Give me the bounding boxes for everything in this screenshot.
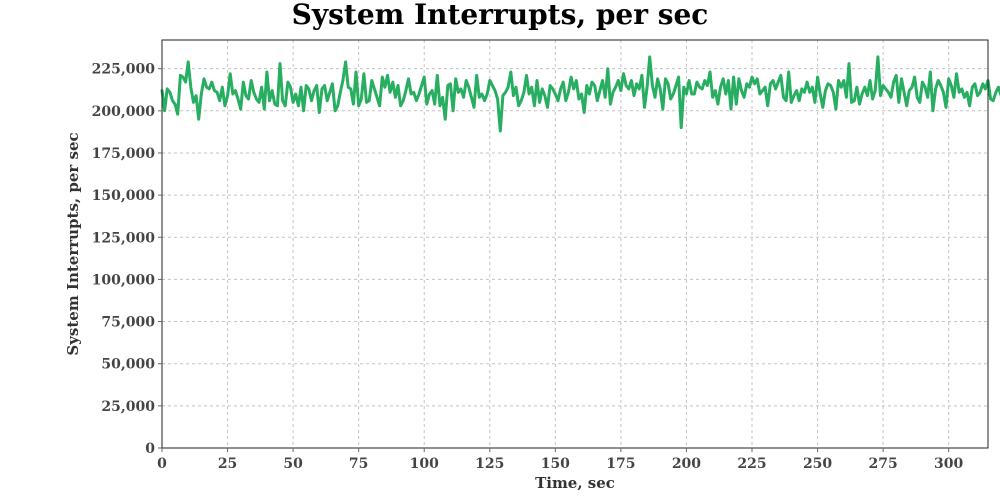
plot-area bbox=[162, 40, 988, 448]
x-tick-label: 75 bbox=[349, 456, 368, 472]
y-tick-label: 200,000 bbox=[92, 104, 156, 120]
y-tick-label: 50,000 bbox=[101, 357, 155, 373]
x-tick-label: 150 bbox=[541, 456, 570, 472]
plot-frame bbox=[161, 39, 989, 449]
y-tick-label: 100,000 bbox=[92, 272, 156, 288]
y-tick-label: 150,000 bbox=[92, 188, 156, 204]
x-tick-label: 25 bbox=[218, 456, 237, 472]
y-tick-label: 25,000 bbox=[101, 399, 155, 415]
x-tick-label: 100 bbox=[410, 456, 439, 472]
x-axis-label: Time, sec bbox=[535, 474, 615, 492]
x-tick-label: 300 bbox=[934, 456, 963, 472]
x-tick-label: 0 bbox=[157, 456, 167, 472]
x-tick-label: 200 bbox=[672, 456, 701, 472]
y-tick-label: 75,000 bbox=[101, 315, 155, 331]
y-tick-label: 0 bbox=[145, 441, 155, 457]
series-layer bbox=[160, 55, 1000, 133]
chart-title: System Interrupts, per sec bbox=[292, 0, 709, 31]
x-tick-label: 250 bbox=[803, 456, 832, 472]
x-tick-label: 50 bbox=[283, 456, 303, 472]
x-tick-label: 125 bbox=[475, 456, 504, 472]
y-tick-label: 125,000 bbox=[92, 230, 156, 246]
x-tick-label: 175 bbox=[606, 456, 635, 472]
y-tick-label: 225,000 bbox=[92, 62, 156, 78]
series-line bbox=[160, 55, 1000, 133]
y-tick-label: 175,000 bbox=[92, 146, 156, 162]
y-axis-ticks: 0 25,000 50,000 75,000 100,000 125,000 150,000… bbox=[92, 62, 162, 457]
y-axis-label: System Interrupts, per sec bbox=[64, 132, 82, 355]
x-tick-label: 225 bbox=[737, 456, 766, 472]
x-axis-ticks: 0 25 50 75 100 125 150 175 200 225 250 275 300 bbox=[157, 448, 964, 472]
x-tick-label: 275 bbox=[868, 456, 897, 472]
